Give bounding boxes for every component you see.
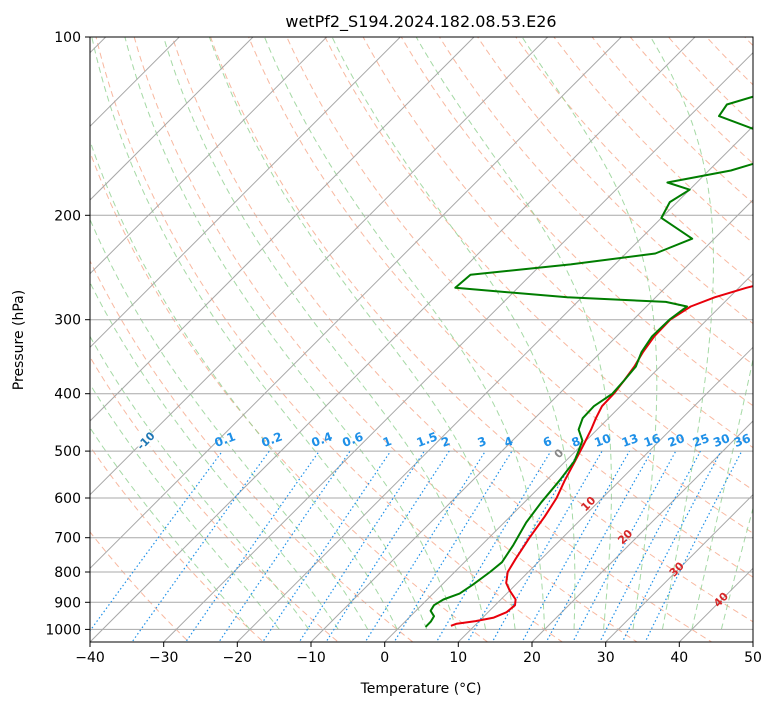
chart-title: wetPf2_S194.2024.182.08.53.E26 [285, 12, 556, 32]
moist-adiabat-line [91, 37, 428, 630]
moist-adiabat-line [720, 506, 753, 630]
y-tick-label: 300 [54, 313, 81, 329]
dry-adiabat-line [90, 531, 190, 642]
dry-adiabat-line [553, 37, 753, 244]
mixing-ratio-label: 25 [691, 431, 711, 450]
mixing-ratio-line [545, 450, 653, 642]
x-tick-label: 50 [744, 650, 762, 666]
background-lines [90, 37, 753, 642]
mixing-ratio-line [262, 450, 392, 642]
x-tick-label: −30 [149, 650, 179, 666]
isotherm-line [236, 125, 753, 642]
x-tick-label: 10 [449, 650, 467, 666]
dry-adiabat-line [515, 37, 753, 284]
y-tick-label: 700 [54, 531, 81, 547]
isotherm-line [90, 37, 475, 422]
y-tick-label: 100 [54, 30, 81, 46]
y-tick-label: 900 [54, 595, 81, 611]
mixing-ratio-line [435, 450, 552, 642]
moist-adiabat-line [124, 37, 457, 630]
moist-adiabat-line [90, 335, 310, 630]
y-tick-label: 400 [54, 387, 81, 403]
x-tick-label: 40 [670, 650, 688, 666]
mixing-ratio-label: 1.5 [415, 429, 440, 449]
mixing-ratio-label: 20 [666, 431, 686, 450]
mixing-ratio-line [185, 450, 320, 642]
moist-adiabat-line [90, 281, 339, 630]
mixing-ratio-label: 16 [642, 431, 662, 450]
mixing-ratio-line [218, 450, 351, 642]
mixing-ratio-line [491, 450, 603, 642]
y-tick-label: 600 [54, 491, 81, 507]
moist-adiabat-line [90, 383, 280, 630]
dry-adiabat-line [210, 37, 753, 623]
isotherm-line [384, 272, 753, 642]
isotherm-line [163, 51, 753, 642]
dry-adiabat-line [133, 37, 638, 642]
dry-adiabat-line [171, 37, 713, 642]
x-tick-label: −20 [223, 650, 253, 666]
y-axis-label: Pressure (hPa) [11, 290, 27, 390]
moist-adiabat-line [90, 426, 251, 630]
y-tick-label: 800 [54, 565, 81, 581]
isotherm-line [310, 199, 753, 642]
plot-frame [89, 36, 754, 643]
mixing-ratio-label: 0.4 [310, 429, 335, 449]
isotherm-line [90, 37, 254, 201]
mixing-ratio-label: 10 [592, 431, 612, 450]
x-tick-label: −10 [296, 650, 326, 666]
profile-lines [424, 95, 753, 628]
dewpoint-line [424, 95, 753, 628]
dry-adiabat-line [362, 37, 753, 449]
isotherm-line [90, 37, 622, 570]
dry-adiabat-line [324, 37, 753, 491]
x-tick-label: 20 [523, 650, 541, 666]
dry-adiabat-line [90, 356, 339, 642]
isotherm-line [457, 346, 753, 642]
isotherm-line [90, 37, 401, 349]
isotherm-line [605, 493, 753, 642]
mixing-ratio-label: 13 [620, 431, 640, 450]
moist-adiabat-line [415, 37, 612, 630]
moist-adiabat-line [521, 37, 658, 630]
moist-adiabat-line [163, 37, 487, 630]
isotherm-line [90, 37, 328, 275]
mixing-ratio-line [325, 450, 450, 642]
mixing-ratio-label: 0.2 [260, 429, 285, 449]
x-tick-label: 0 [380, 650, 389, 666]
moist-adiabat-line [650, 37, 715, 630]
dry-adiabat-line [400, 37, 753, 407]
mixing-ratio-label: 30 [711, 431, 731, 450]
mixing-ratio-line [131, 450, 270, 642]
x-tick-label: 30 [597, 650, 615, 666]
y-tick-label: 500 [54, 444, 81, 460]
isotherm-line [90, 37, 696, 642]
isotherm-line [90, 37, 549, 496]
isotherm-line [531, 420, 753, 642]
y-tick-label: 1000 [45, 622, 81, 638]
x-axis-label: Temperature (°C) [360, 681, 482, 697]
mixing-ratio-label: 36 [732, 431, 752, 450]
mixing-ratio-label: 0.1 [213, 429, 238, 449]
dry-adiabat-line [286, 37, 753, 534]
moist-adiabat-line [90, 218, 369, 630]
dry-adiabat-label-bg [133, 432, 158, 447]
axis-ticks: −40 −30 −20 −10 0 10 20 30 40 50 100 200 300 400 500 60… [45, 30, 762, 666]
dry-adiabat-line [95, 37, 564, 642]
moist-adiabat-line [264, 37, 546, 630]
x-tick-label: −40 [75, 650, 105, 666]
dry-adiabat-line [90, 259, 414, 642]
moist-adiabat-line [691, 357, 753, 630]
mixing-ratio-line [298, 450, 425, 642]
mixing-ratio-line [644, 450, 743, 642]
dry-adiabat-line [591, 37, 753, 204]
y-tick-label: 200 [54, 208, 81, 224]
mixing-ratio-label: 0.6 [340, 429, 365, 449]
moist-adiabat-line [90, 139, 398, 630]
